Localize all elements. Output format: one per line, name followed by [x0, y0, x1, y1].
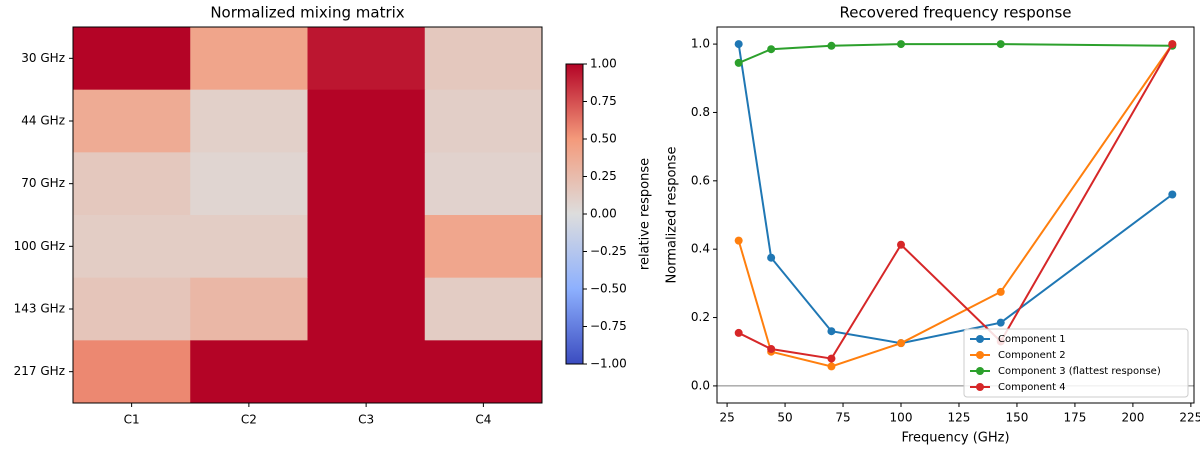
heatmap-cell	[424, 27, 543, 91]
y-tick-label: 143 GHz	[14, 302, 65, 316]
plot-frame	[716, 26, 1195, 404]
data-point	[996, 318, 1005, 327]
heatmap-cell	[190, 27, 308, 91]
heatmap-cell	[307, 89, 426, 153]
y-tick-label: 0.2	[691, 310, 710, 324]
x-tick-label: C3	[358, 413, 374, 427]
legend-label: Component 2	[998, 350, 1066, 361]
colorbar	[565, 63, 584, 365]
heatmap-cell	[190, 89, 308, 153]
colorbar-tick-label: 0.00	[590, 207, 617, 221]
legend-marker	[976, 335, 984, 343]
heatmap-cell	[307, 277, 426, 341]
y-tick-label: 1.0	[691, 37, 710, 51]
heatmap-cell	[73, 215, 191, 279]
series-line	[737, 43, 1173, 345]
colorbar-label: relative response	[638, 158, 653, 270]
colorbar-tick-label: 0.25	[590, 169, 617, 183]
x-axis-label: Frequency (GHz)	[901, 431, 1009, 446]
heatmap-cell	[190, 152, 308, 216]
y-tick-label: 217 GHz	[14, 364, 65, 378]
x-tick-label: 225	[1179, 411, 1200, 425]
heatmap-cell	[73, 152, 191, 216]
data-point	[897, 40, 906, 49]
data-point	[767, 45, 776, 54]
colorbar-tick-label: 0.75	[590, 94, 617, 108]
heatmap-cell	[190, 215, 308, 279]
legend-box	[963, 328, 1189, 398]
heatmap-cell	[73, 27, 191, 91]
data-point	[734, 236, 743, 245]
colorbar-tick-label: 1.00	[590, 57, 617, 71]
data-point	[734, 40, 743, 49]
x-tick-label: 75	[835, 411, 850, 425]
chart-title: Normalized mixing matrix	[210, 4, 404, 22]
colorbar-tick-label: −0.50	[590, 282, 627, 296]
plot-frame	[72, 26, 543, 404]
y-axis-label: Normalized response	[665, 147, 680, 284]
heatmap-cell	[190, 277, 308, 341]
heatmap-cell	[307, 27, 426, 91]
legend-label: Component 1	[998, 334, 1066, 345]
heatmap-cell	[424, 277, 543, 341]
y-tick-label: 70 GHz	[21, 176, 65, 190]
y-tick-label: 0.4	[691, 242, 710, 256]
colorbar-tick-label: 0.50	[590, 132, 617, 146]
x-tick-label: C4	[475, 413, 491, 427]
y-tick-label: 44 GHz	[21, 114, 65, 128]
x-tick-label: 200	[1121, 411, 1144, 425]
x-tick-label: C2	[241, 413, 257, 427]
heatmap-cell	[424, 89, 543, 153]
heatmap-cell	[424, 340, 543, 404]
x-tick-label: 150	[1005, 411, 1028, 425]
heatmap-cell	[307, 215, 426, 279]
heatmap-cell	[190, 340, 308, 404]
data-point	[827, 327, 836, 336]
legend-marker	[976, 367, 984, 375]
x-tick-label: 175	[1063, 411, 1086, 425]
colorbar-tick-label: −1.00	[590, 357, 627, 371]
data-point	[897, 240, 906, 249]
data-point	[996, 287, 1005, 296]
legend-marker	[976, 351, 984, 359]
legend-label: Component 4	[998, 382, 1066, 393]
chart-title: Recovered frequency response	[840, 4, 1072, 22]
heatmap-cell	[424, 152, 543, 216]
series-line	[738, 43, 1173, 64]
data-point	[767, 344, 776, 353]
data-point	[734, 58, 743, 67]
data-point	[996, 40, 1005, 49]
x-tick-label: C1	[124, 413, 140, 427]
heatmap-cell	[307, 340, 426, 404]
heatmap-cell	[73, 277, 191, 341]
heatmap-cell	[73, 340, 191, 404]
legend-marker	[976, 383, 984, 391]
data-point	[734, 328, 743, 337]
y-tick-label: 0.8	[691, 105, 710, 119]
y-tick-label: 30 GHz	[21, 51, 65, 65]
x-tick-label: 25	[719, 411, 734, 425]
colorbar-tick-label: −0.25	[590, 244, 627, 258]
data-point	[827, 362, 836, 371]
y-tick-label: 0.0	[691, 378, 710, 392]
legend-label: Component 3 (flattest response)	[998, 366, 1161, 377]
data-point	[1168, 190, 1177, 199]
data-point	[827, 354, 836, 363]
x-tick-label: 100	[890, 411, 913, 425]
x-tick-label: 125	[948, 411, 971, 425]
data-point	[1168, 40, 1177, 49]
y-tick-label: 0.6	[691, 173, 710, 187]
y-tick-label: 100 GHz	[14, 239, 65, 253]
heatmap-cell	[73, 89, 191, 153]
series-line	[738, 43, 1174, 360]
data-point	[767, 253, 776, 262]
heatmap-cell	[424, 215, 543, 279]
x-tick-label: 50	[777, 411, 792, 425]
series-line	[737, 43, 1174, 368]
data-point	[827, 41, 836, 50]
colorbar-tick-label: −0.75	[590, 319, 627, 333]
heatmap-cell	[307, 152, 426, 216]
data-point	[897, 339, 906, 348]
